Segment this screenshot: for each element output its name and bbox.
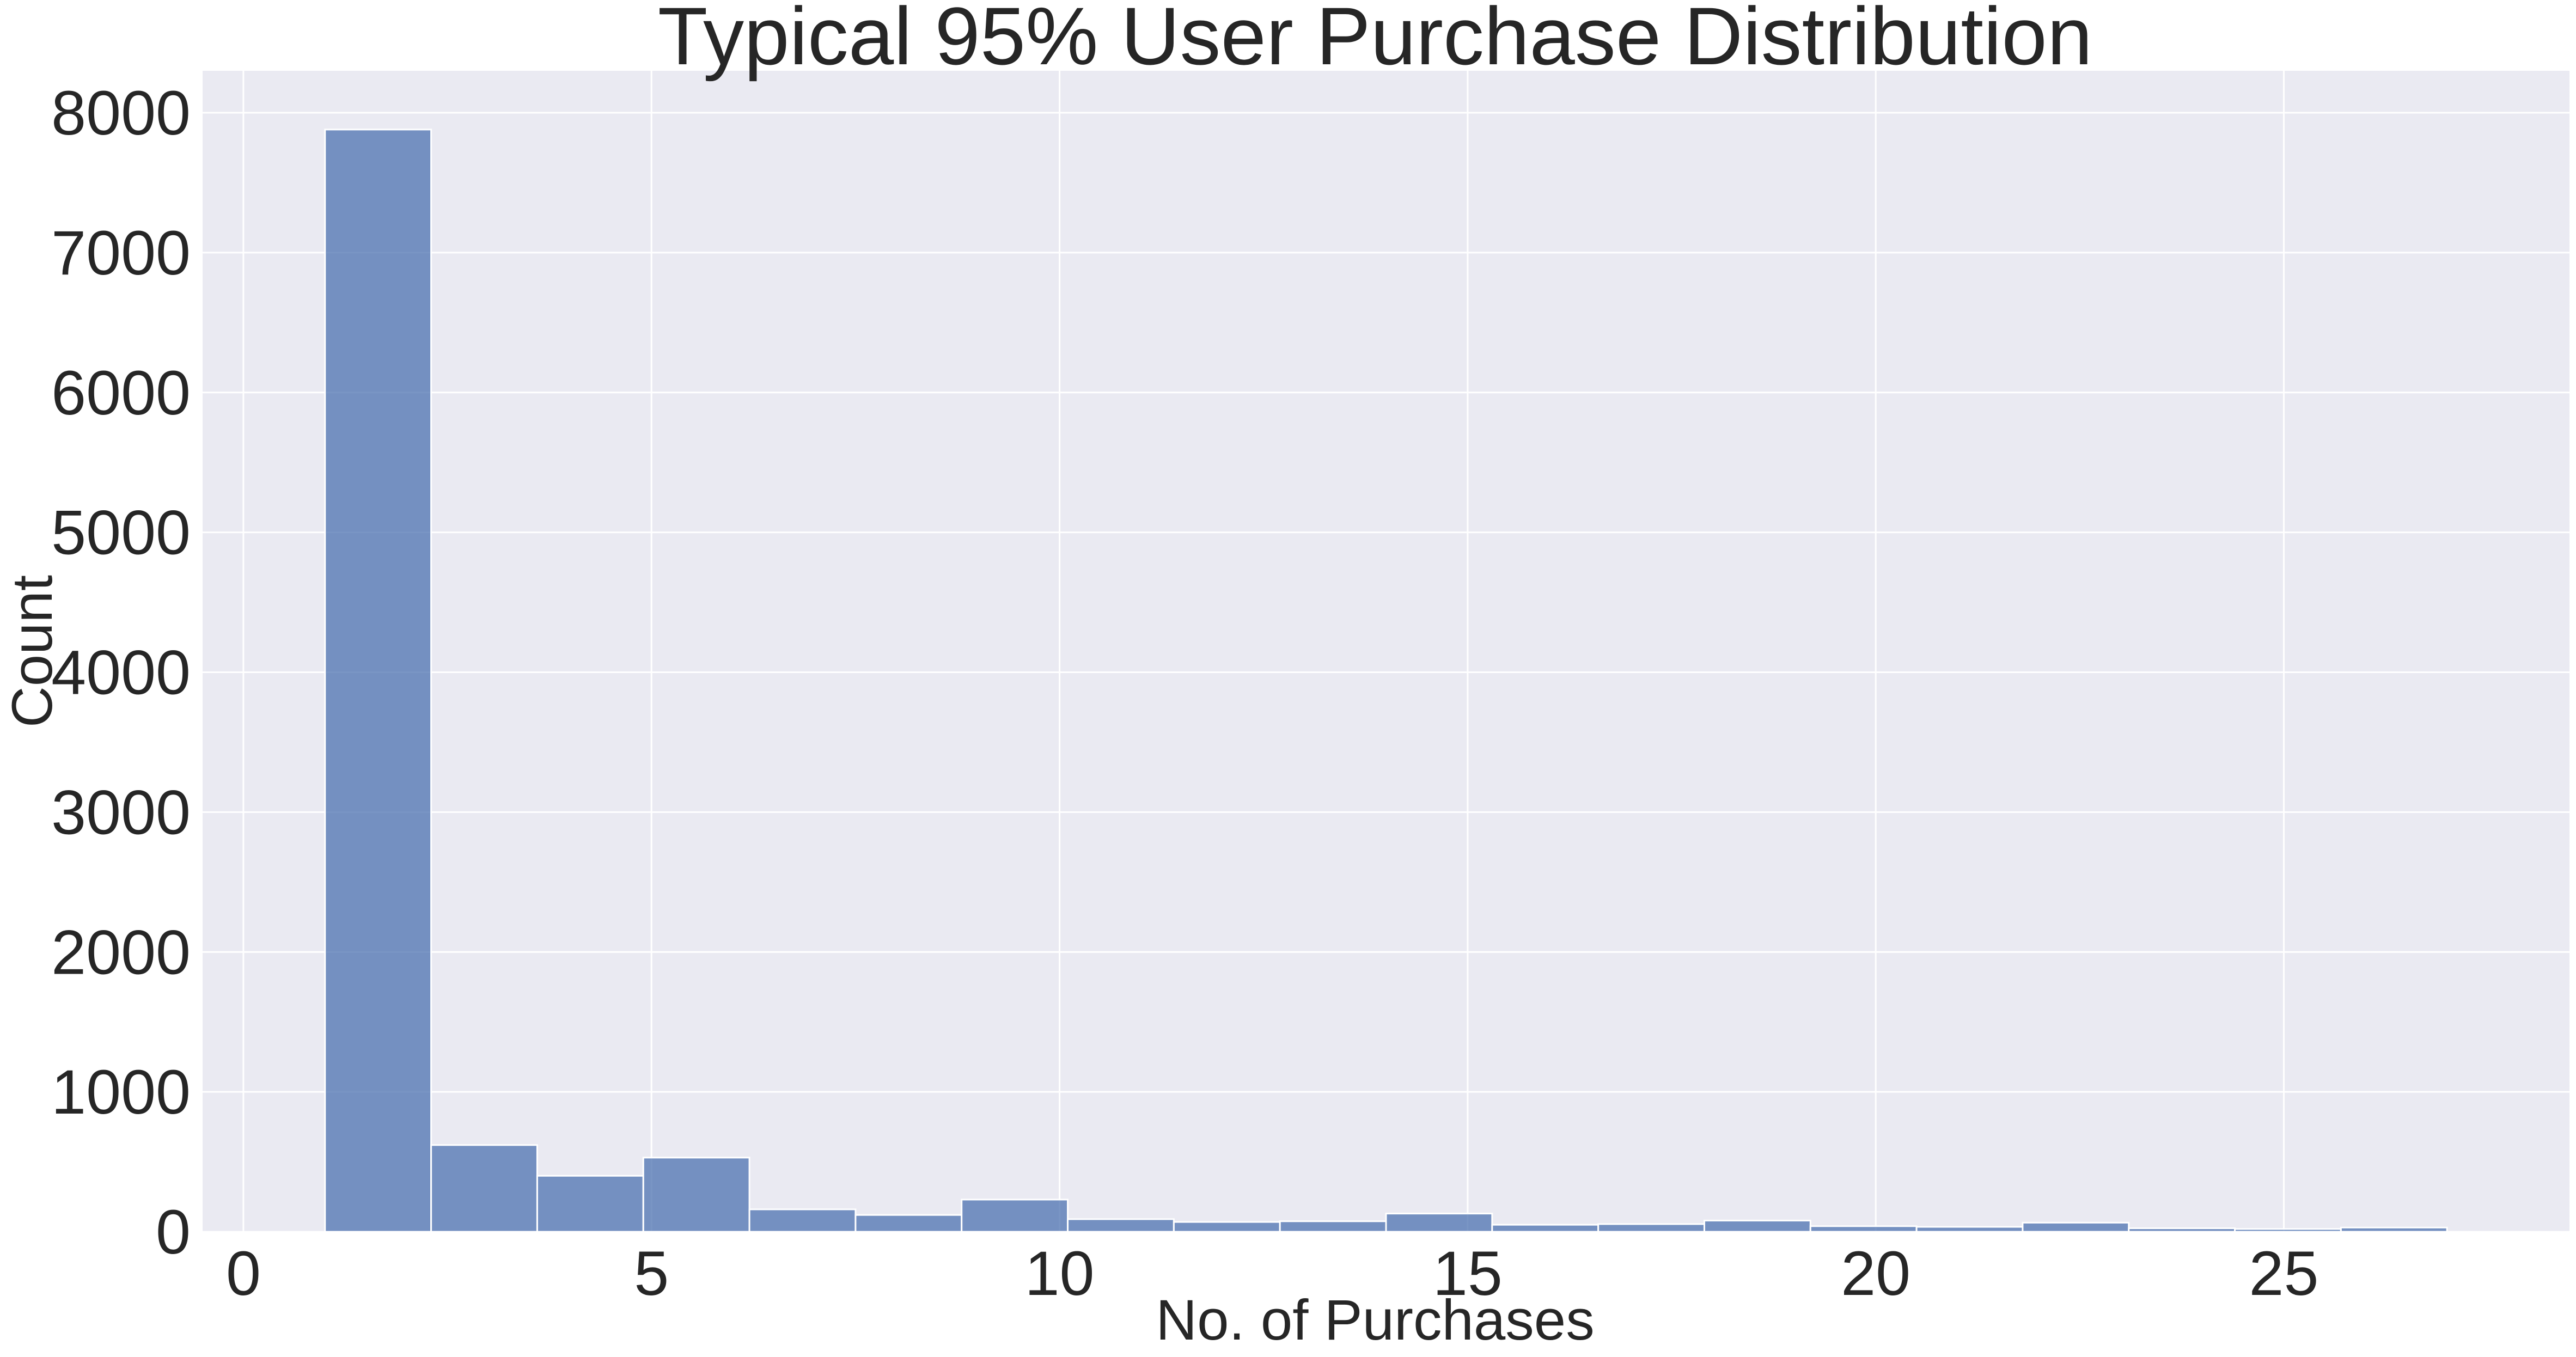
- histogram-bar: [2234, 1228, 2342, 1233]
- chart-title: Typical 95% User Purchase Distribution: [658, 0, 2092, 82]
- histogram-bar: [1491, 1224, 1600, 1233]
- histogram-bar: [1809, 1225, 1918, 1233]
- x-tick-labels: 0 5 10 15 20 25: [226, 1239, 2318, 1309]
- histogram-bar: [642, 1157, 750, 1233]
- histogram-bar: [1067, 1218, 1175, 1233]
- x-tick-label: 10: [1025, 1239, 1095, 1309]
- histogram-bar: [1385, 1213, 1493, 1233]
- x-tick-label: 20: [1841, 1239, 1910, 1309]
- y-tick-label: 8000: [51, 78, 191, 148]
- y-tick-label: 4000: [51, 638, 191, 708]
- y-tick-label: 7000: [51, 218, 191, 288]
- histogram-bar: [1173, 1221, 1281, 1233]
- x-tick-label: 25: [2249, 1239, 2319, 1309]
- histogram-bar: [1703, 1219, 1811, 1233]
- histogram-bars: [324, 129, 2448, 1233]
- histogram-bar: [324, 129, 432, 1233]
- y-tick-label: 0: [156, 1197, 191, 1267]
- histogram-bar: [748, 1208, 857, 1233]
- y-tick-labels: 0 1000 2000 3000 4000 5000 6000 7000 8000: [51, 78, 191, 1267]
- y-tick-label: 6000: [51, 358, 191, 428]
- y-tick-label: 5000: [51, 498, 191, 568]
- x-tick-label: 0: [226, 1239, 261, 1309]
- histogram-bar: [430, 1144, 538, 1233]
- histogram-bar: [2340, 1226, 2448, 1233]
- histogram-bar: [1597, 1223, 1705, 1233]
- histogram-bar: [536, 1175, 644, 1233]
- y-tick-label: 3000: [51, 778, 191, 847]
- grid-lines: [203, 71, 2569, 1233]
- x-tick-label: 5: [634, 1239, 669, 1309]
- histogram-bar: [2128, 1227, 2236, 1233]
- y-axis-label: Count: [1, 575, 64, 728]
- plot-background: [203, 71, 2569, 1232]
- histogram-bar: [1279, 1220, 1387, 1233]
- histogram-bar: [961, 1199, 1069, 1233]
- y-tick-label: 2000: [51, 918, 191, 987]
- y-tick-label: 1000: [51, 1058, 191, 1127]
- histogram-bar: [1915, 1226, 2024, 1233]
- histogram-bar: [854, 1214, 963, 1233]
- x-tick-label: 15: [1433, 1239, 1503, 1309]
- histogram-bar: [2022, 1221, 2130, 1233]
- x-axis-label: No. of Purchases: [1156, 1288, 1594, 1352]
